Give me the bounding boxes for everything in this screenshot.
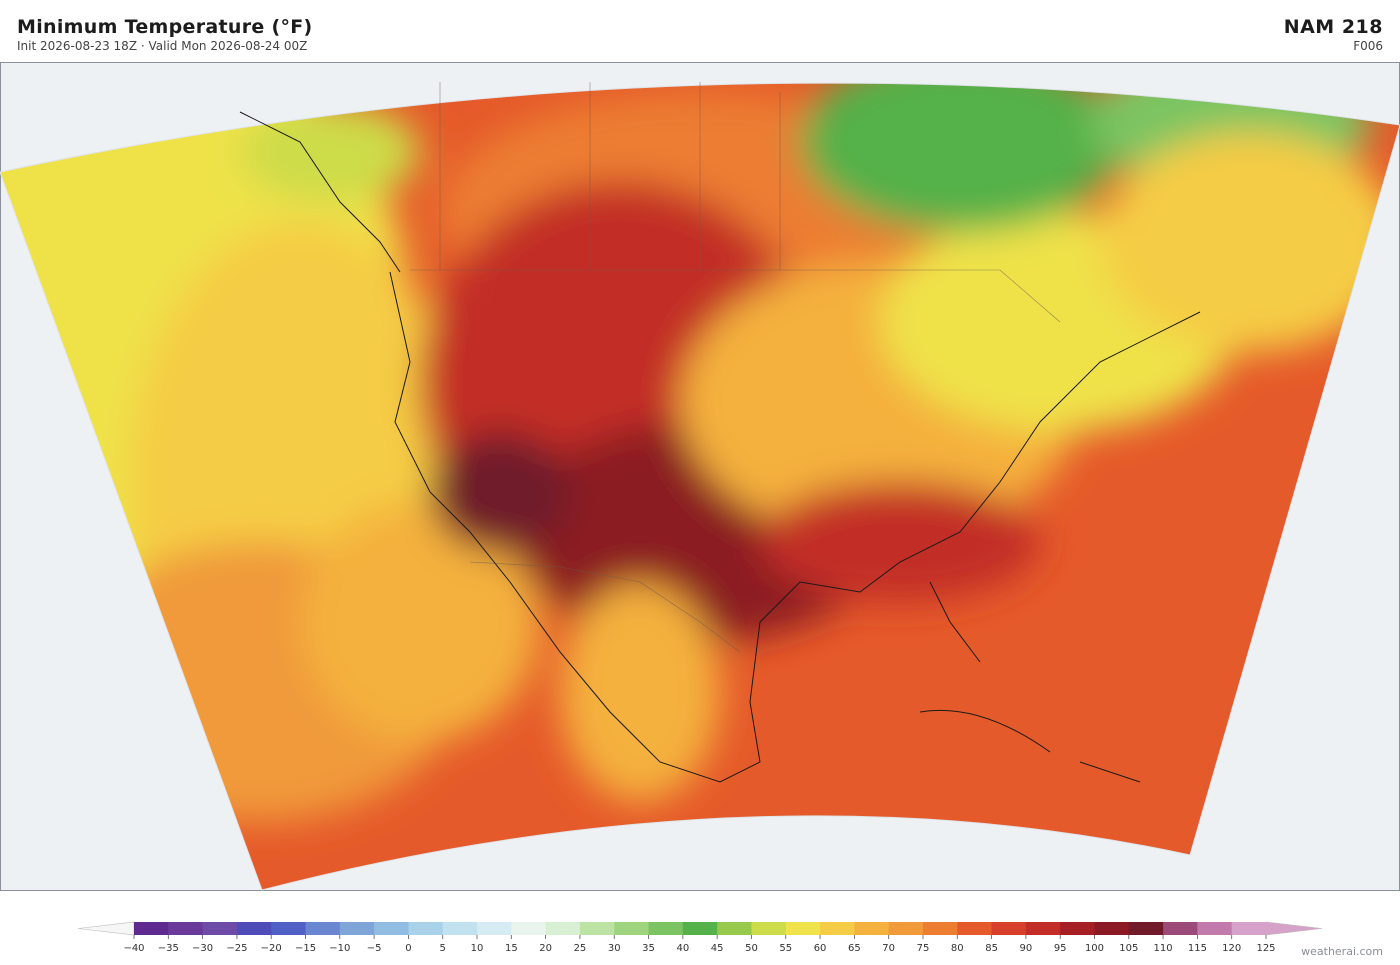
colorbar-tick-label: 10: [471, 943, 484, 954]
colorbar-segment: [922, 922, 958, 935]
colorbar-segment: [408, 922, 444, 935]
colorbar-tick-label: 65: [848, 943, 861, 954]
colorbar-tick-label: 15: [505, 943, 518, 954]
colorbar-segment: [305, 922, 341, 935]
colorbar-segment: [168, 922, 204, 935]
colorbar-segment: [751, 922, 787, 935]
colorbar-tick-label: −40: [123, 943, 144, 954]
colorbar-tick-label: −30: [192, 943, 213, 954]
colorbar-extend-low: [77, 921, 135, 936]
credit: weatherai.com: [1301, 945, 1383, 958]
colorbar-tick-label: 125: [1256, 943, 1275, 954]
colorbar-segment: [511, 922, 547, 935]
colorbar-tick-label: 25: [574, 943, 587, 954]
colorbar-tick-label: 115: [1188, 943, 1207, 954]
colorbar: −40 −35 −30 −25 −20 −15 −10 −5 0 5 10 15 20 25 30 35 40 4…: [77, 921, 1323, 954]
colorbar-tick-label: −15: [295, 943, 316, 954]
colorbar-segment: [854, 922, 890, 935]
colorbar-segment: [374, 922, 409, 935]
colorbar-tick-label: 5: [440, 943, 446, 954]
colorbar-segment: [1060, 922, 1095, 935]
colorbar-tick-label: −20: [261, 943, 282, 954]
colorbar-tick-label: 45: [711, 943, 724, 954]
colorbar-segment: [957, 922, 993, 935]
colorbar-segment: [1231, 922, 1267, 935]
colorbar-segment: [648, 922, 684, 935]
colorbar-tick-label: 110: [1154, 943, 1173, 954]
borders: [410, 82, 1061, 653]
colorbar-segment: [1094, 922, 1130, 935]
colorbar-tick-label: 35: [642, 943, 655, 954]
colorbar-tick-label: 50: [745, 943, 758, 954]
colorbar-segment: [614, 922, 650, 935]
colorbar-segment: [1025, 922, 1061, 935]
colorbar-segment: [991, 922, 1027, 935]
colorbar-segment: [271, 922, 307, 935]
colorbar-extend-high: [1265, 921, 1323, 936]
colorbar-tick-label: 20: [539, 943, 552, 954]
colorbar-segment: [785, 922, 821, 935]
colorbar-tick-label: 85: [985, 943, 998, 954]
colorbar-tick-label: 105: [1119, 943, 1138, 954]
colorbar-tick-label: 0: [405, 943, 411, 954]
colorbar-tick-label: 80: [951, 943, 964, 954]
colorbar-segment: [236, 922, 272, 935]
map: [0, 62, 1400, 891]
model-name: NAM 218: [1283, 16, 1383, 38]
colorbar-segment: [545, 922, 581, 935]
colorbar-segment: [1163, 922, 1198, 935]
colorbar-segment: [579, 922, 615, 935]
colorbar-tick-label: −25: [226, 943, 247, 954]
colorbar-segment: [442, 922, 478, 935]
colorbar-segment: [339, 922, 375, 935]
colorbar-tick-label: −35: [158, 943, 179, 954]
colorbar-segment: [134, 922, 169, 935]
domain-edge: [0, 82, 1400, 891]
coastlines: [239, 111, 1201, 783]
colorbar-tick-label: 100: [1085, 943, 1104, 954]
colorbar-tick-label: 95: [1054, 943, 1067, 954]
colorbar-segment: [888, 922, 924, 935]
colorbar-tick-label: 30: [608, 943, 621, 954]
colorbar-tick-label: 55: [779, 943, 792, 954]
colorbar-tick-label: 70: [882, 943, 895, 954]
colorbar-segment: [202, 922, 238, 935]
colorbar-tick-label: 75: [917, 943, 930, 954]
map-subtitle: Init 2026-08-23 18Z · Valid Mon 2026-08-…: [17, 39, 308, 53]
colorbar-segment: [1128, 922, 1164, 935]
colorbar-segment: [717, 922, 752, 935]
colorbar-segment: [820, 922, 855, 935]
colorbar-tick-label: −5: [367, 943, 382, 954]
colorbar-tick-label: 90: [1020, 943, 1033, 954]
colorbar-tick-label: 40: [676, 943, 689, 954]
colorbar-segment: [477, 922, 512, 935]
colorbar-tick-label: 120: [1222, 943, 1241, 954]
forecast-hour: F006: [1353, 39, 1383, 53]
map-title: Minimum Temperature (°F): [17, 16, 313, 38]
colorbar-tick-label: 60: [814, 943, 827, 954]
colorbar-tick-label: −10: [329, 943, 350, 954]
colorbar-segment: [682, 922, 718, 935]
colorbar-segment: [1197, 922, 1233, 935]
